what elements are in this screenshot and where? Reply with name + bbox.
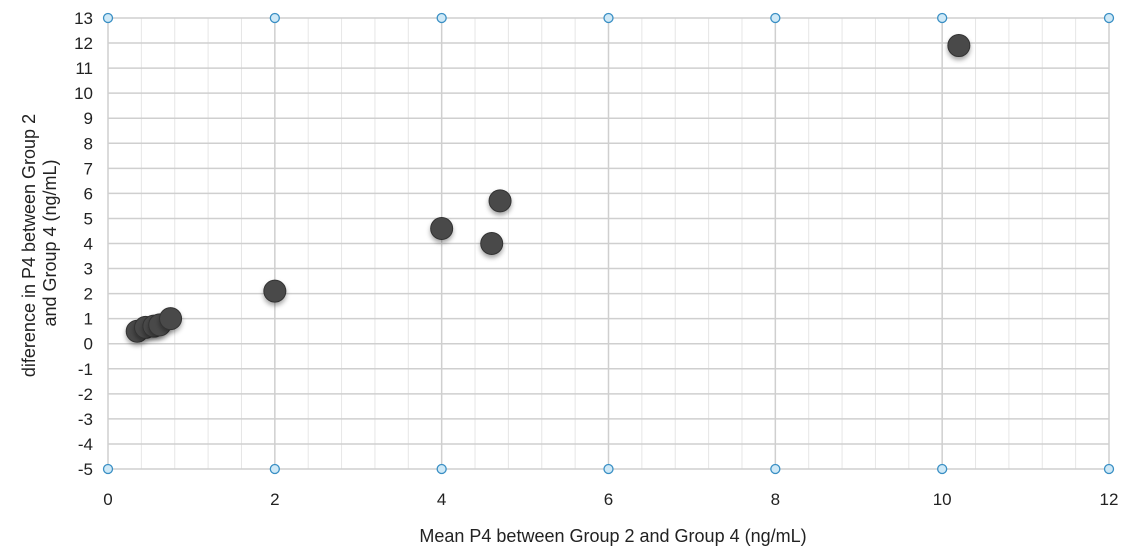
- axis-marker: [436, 463, 447, 475]
- y-tick-label: -4: [78, 435, 93, 454]
- y-tick-label: 8: [84, 134, 93, 153]
- y-tick-label: 6: [84, 184, 93, 203]
- axis-marker: [937, 12, 948, 24]
- x-tick-labels: 0 2 4 6 8 10 12: [103, 490, 1118, 509]
- x-tick-label: 6: [604, 490, 613, 509]
- y-tick-label: 2: [84, 285, 93, 304]
- x-tick-label: 2: [270, 490, 279, 509]
- axis-marker: [436, 12, 447, 24]
- y-tick-label: -3: [78, 410, 93, 429]
- axis-marker: [770, 463, 781, 475]
- reference-lines: [131, 79, 968, 450]
- y-tick-label: -5: [78, 460, 93, 479]
- y-tick-label: 13: [74, 9, 93, 28]
- x-tick-label: 10: [933, 490, 952, 509]
- axis-marker: [102, 463, 114, 475]
- y-tick-label: 12: [74, 34, 93, 53]
- y-tick-label: 9: [84, 109, 93, 128]
- data-points: [125, 34, 971, 343]
- axis-marker: [770, 12, 781, 24]
- y-tick-label: 0: [84, 335, 93, 354]
- axis-marker: [1103, 463, 1115, 475]
- axis-marker: [102, 12, 114, 24]
- axis-markers: [102, 12, 1115, 475]
- axis-marker: [603, 12, 614, 24]
- y-tick-label: -1: [78, 360, 93, 379]
- data-point: [488, 189, 512, 213]
- x-tick-label: 12: [1100, 490, 1119, 509]
- y-tick-label: 5: [84, 209, 93, 228]
- data-point: [480, 232, 504, 255]
- axis-marker: [269, 463, 280, 475]
- data-point: [947, 34, 971, 58]
- x-axis-title: Mean P4 between Group 2 and Group 4 (ng/…: [419, 526, 806, 546]
- x-tick-label: 4: [437, 490, 446, 509]
- axis-marker: [603, 463, 614, 475]
- y-tick-label: 3: [84, 260, 93, 279]
- y-axis-title-line-2: and Group 4 (ng/mL): [40, 159, 60, 326]
- data-point: [159, 307, 183, 331]
- x-tick-label: 0: [103, 490, 112, 509]
- y-axis-title: diference in P4 between Group 2 and Grou…: [19, 109, 60, 377]
- data-point: [430, 216, 454, 240]
- x-tick-label: 8: [771, 490, 780, 509]
- y-tick-label: 1: [84, 310, 93, 329]
- axis-marker: [269, 12, 280, 24]
- data-point: [263, 279, 287, 303]
- y-tick-label: 11: [75, 59, 93, 78]
- y-tick-label: 7: [84, 159, 93, 178]
- y-tick-label: -2: [78, 385, 93, 404]
- axis-marker: [1103, 12, 1115, 24]
- y-tick-label: 4: [84, 235, 93, 254]
- y-axis-title-line-1: diference in P4 between Group 2: [19, 114, 39, 377]
- axis-marker: [937, 463, 948, 475]
- y-tick-label: 10: [74, 84, 93, 103]
- grid: [107, 17, 1110, 470]
